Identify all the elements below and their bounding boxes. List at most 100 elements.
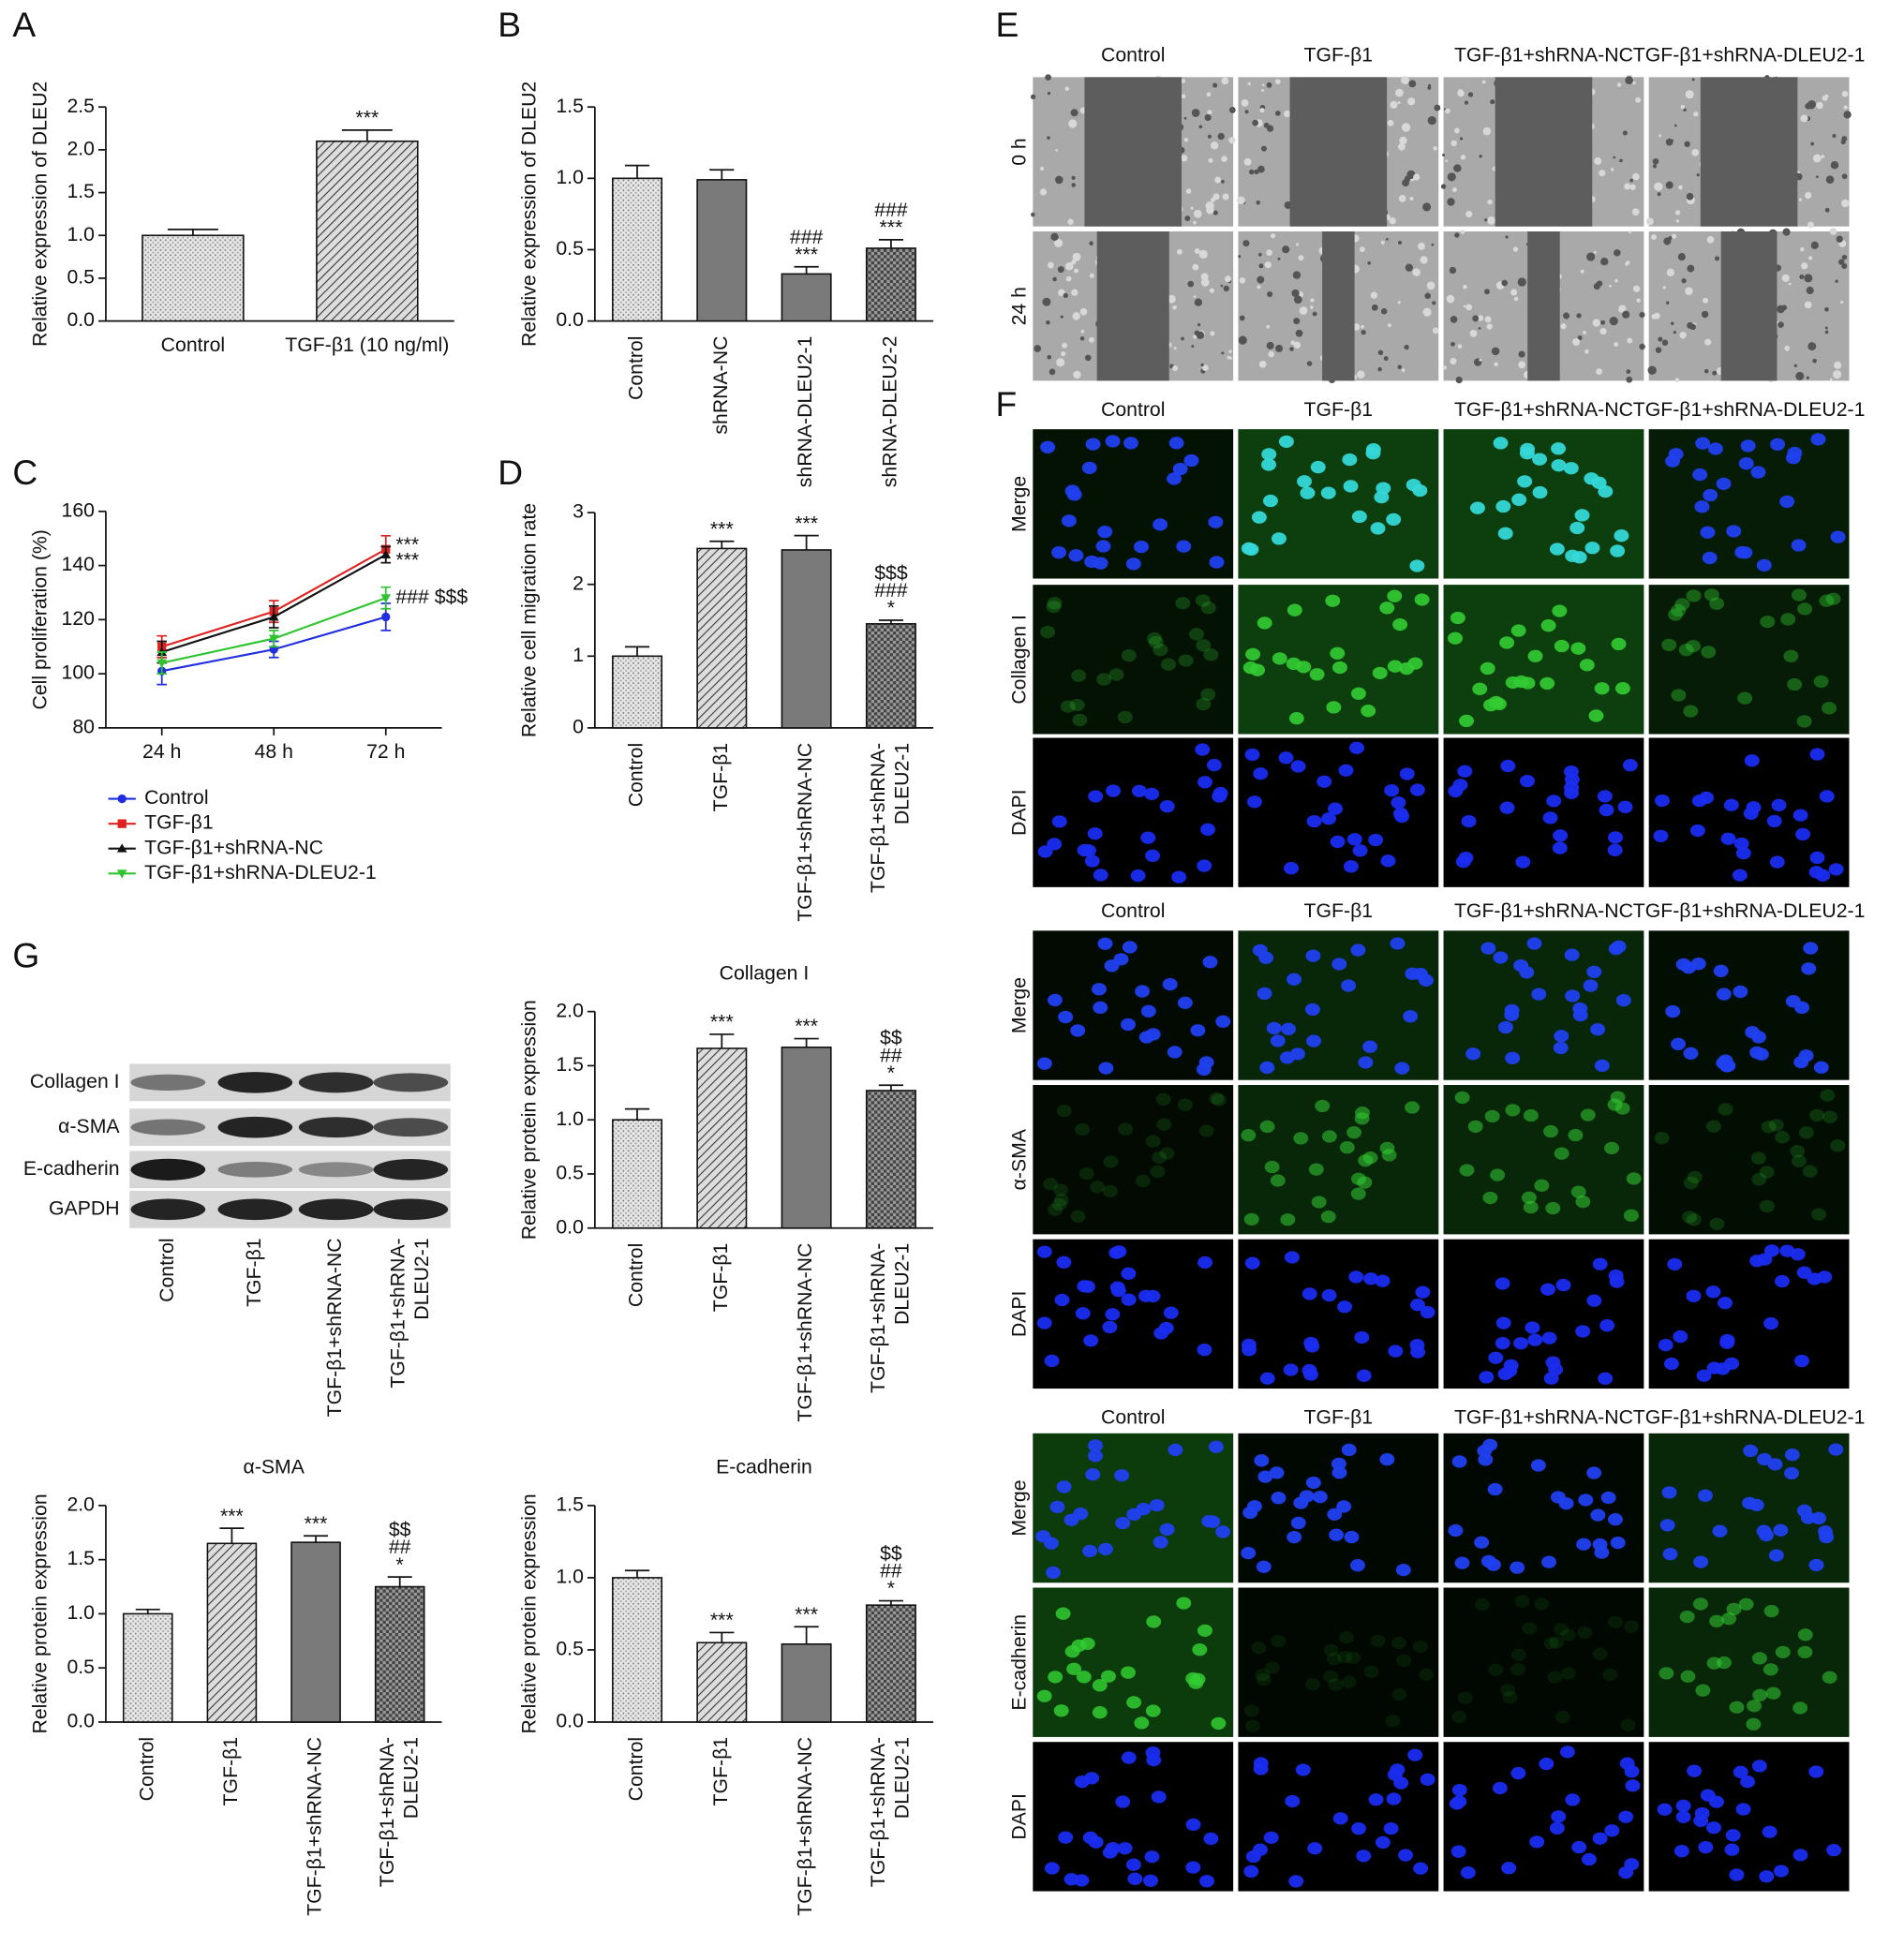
nucleus: [1270, 1174, 1286, 1187]
cell: [1659, 134, 1662, 138]
cell: [1056, 358, 1065, 367]
cell: [1841, 90, 1849, 97]
nucleus: [1241, 1546, 1257, 1560]
nucleus: [1284, 862, 1300, 875]
nucleus: [1520, 442, 1536, 456]
nucleus: [1108, 1246, 1124, 1259]
micrograph: [1033, 1742, 1234, 1892]
nucleus: [1478, 1453, 1494, 1466]
nucleus: [1540, 676, 1555, 691]
cell: [1191, 345, 1195, 349]
nucleus: [1409, 1299, 1425, 1312]
nucleus: [1077, 843, 1093, 857]
error-bar: [709, 1631, 735, 1643]
nucleus: [1583, 979, 1599, 992]
nucleus: [1546, 795, 1562, 808]
micrograph: [1648, 930, 1850, 1080]
cell: [1639, 343, 1645, 350]
nucleus: [1259, 1061, 1275, 1075]
nucleus: [1261, 458, 1277, 471]
nucleus: [1822, 1671, 1837, 1684]
micrograph: [1033, 1433, 1234, 1583]
x-tick-label: Control: [625, 1243, 647, 1307]
nucleus: [1368, 833, 1384, 847]
cell: [1484, 289, 1490, 295]
nucleus: [1750, 466, 1766, 479]
nucleus: [1527, 1333, 1543, 1346]
cell: [1832, 133, 1837, 138]
cell: [1816, 101, 1823, 110]
nucleus: [1459, 1164, 1475, 1177]
nucleus: [1708, 1795, 1724, 1808]
x-tick-label: TGF-β1+shRNA-DLEU2-1: [867, 1243, 913, 1393]
nucleus: [1592, 1647, 1608, 1660]
nucleus: [1075, 1307, 1091, 1320]
micrograph: [1442, 230, 1645, 384]
nucleus: [1543, 1637, 1559, 1650]
significance-label: $$: [389, 1519, 411, 1541]
y-tick-label: 0.5: [556, 1638, 584, 1660]
nucleus: [1350, 1559, 1365, 1572]
nucleus: [1036, 1689, 1052, 1702]
cell: [1361, 324, 1365, 329]
cell: [1228, 349, 1232, 353]
cell: [1446, 294, 1455, 304]
cell: [1377, 349, 1384, 356]
nucleus: [1379, 1141, 1395, 1155]
nucleus: [1756, 1524, 1772, 1537]
nucleus: [1721, 1612, 1737, 1626]
nucleus: [1100, 1670, 1116, 1683]
nucleus: [1786, 452, 1801, 465]
tile: [1648, 1085, 1850, 1235]
nucleus: [1687, 1170, 1703, 1183]
nucleus: [1505, 676, 1521, 690]
panel-letter: G: [12, 935, 39, 974]
column-label: Control: [1101, 899, 1165, 922]
column-label: TGF-β1: [1304, 398, 1374, 421]
nucleus: [1485, 1558, 1501, 1571]
cell: [1266, 82, 1272, 88]
nucleus: [1242, 1506, 1258, 1520]
cell: [1479, 358, 1482, 362]
cell: [1706, 235, 1715, 244]
row-label: E-cadherin: [1008, 1614, 1031, 1711]
cell: [1401, 368, 1406, 372]
nucleus: [1659, 1519, 1675, 1532]
nucleus: [1820, 1089, 1836, 1102]
nucleus: [1387, 660, 1403, 673]
nucleus: [1414, 593, 1430, 606]
cell: [1652, 157, 1659, 165]
y-tick-label: 0.5: [556, 237, 584, 260]
nucleus: [1740, 439, 1756, 453]
nucleus: [1497, 527, 1513, 540]
nucleus: [1569, 521, 1585, 535]
cell: [1487, 199, 1493, 205]
nucleus: [1058, 1010, 1074, 1024]
nucleus: [1346, 1651, 1361, 1664]
nucleus: [1762, 1825, 1778, 1838]
error-bar: [304, 1535, 329, 1543]
cell: [1061, 342, 1068, 349]
nucleus: [1602, 1668, 1618, 1682]
nucleus: [1577, 1626, 1593, 1640]
cell: [1204, 113, 1212, 122]
significance-label: $$: [880, 1027, 902, 1049]
cell: [1071, 183, 1076, 187]
nucleus: [1654, 794, 1670, 808]
cell: [1053, 238, 1064, 248]
cell: [1629, 178, 1633, 183]
nucleus: [1510, 1648, 1526, 1661]
y-axis-label: Relative protein expression: [517, 1493, 540, 1733]
blot-band: [298, 1117, 374, 1138]
nucleus: [1825, 592, 1841, 605]
cell: [1440, 184, 1447, 189]
cell: [1450, 357, 1457, 365]
nucleus: [1522, 1622, 1538, 1635]
nucleus: [1738, 1597, 1754, 1611]
nucleus: [1296, 661, 1312, 674]
nucleus: [1703, 488, 1718, 502]
nucleus: [1594, 1546, 1610, 1559]
nucleus: [1667, 1257, 1683, 1270]
nucleus: [1097, 937, 1113, 950]
nucleus: [1303, 1368, 1319, 1381]
